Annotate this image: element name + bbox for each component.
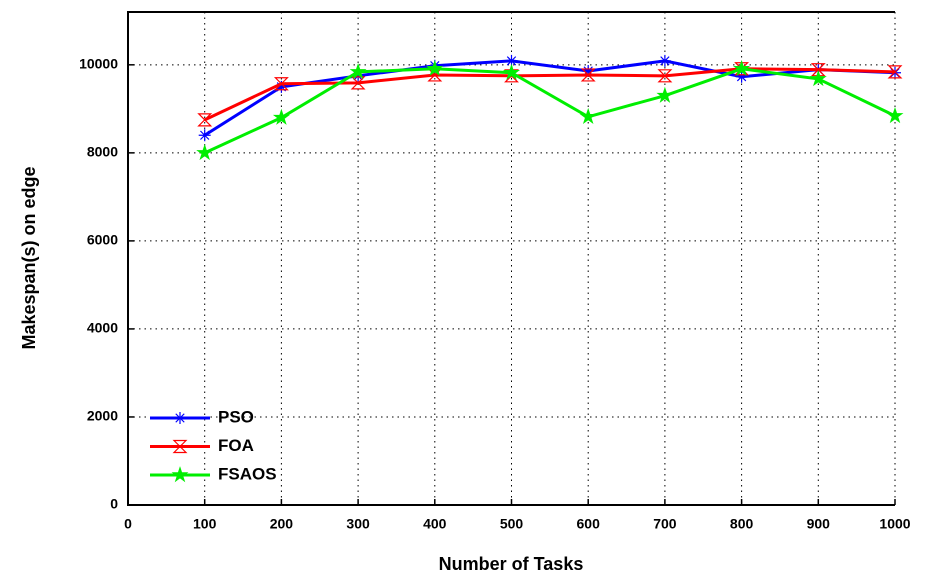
x-tick-label: 900 [807, 516, 831, 532]
point-marker [887, 65, 903, 79]
series-line [204, 67, 896, 122]
point-marker [273, 77, 289, 91]
point-marker [582, 64, 595, 77]
x-axis-title: Number of Tasks [439, 554, 584, 574]
point-marker [886, 106, 904, 124]
y-tick-label: 8000 [87, 144, 118, 160]
point-marker [349, 62, 367, 80]
point-marker [810, 63, 826, 77]
legend-text: FOA [218, 436, 254, 455]
x-tick-label: 1000 [879, 516, 910, 532]
x-tick-label: 300 [346, 516, 370, 532]
point-marker [580, 68, 596, 82]
point-marker [889, 66, 901, 79]
legend-text: FSAOS [218, 464, 277, 483]
axis-frame [127, 11, 895, 506]
point-marker [503, 63, 520, 80]
point-marker [579, 107, 597, 124]
point-marker [426, 59, 444, 76]
point-marker [350, 76, 366, 90]
x-tick-label: 400 [423, 516, 447, 532]
point-marker [658, 54, 671, 67]
legend-marker [171, 466, 189, 483]
x-tick-label: 600 [577, 516, 601, 532]
point-marker [275, 80, 288, 93]
point-marker [657, 69, 673, 83]
series-line [204, 67, 896, 155]
y-axis-title: Makespan(s) on edge [19, 166, 39, 349]
y-tick-label: 6000 [87, 232, 118, 248]
y-tick-label: 0 [110, 496, 118, 512]
point-marker [352, 69, 365, 82]
legend-marker [172, 439, 188, 454]
point-marker [505, 54, 518, 67]
x-tick-label: 200 [270, 516, 294, 532]
point-marker [656, 86, 674, 103]
x-tick-label: 500 [500, 516, 524, 532]
point-marker [809, 69, 827, 87]
y-tick-label: 2000 [87, 408, 118, 424]
series-line [203, 59, 896, 137]
x-tick-label: 700 [653, 516, 677, 532]
point-marker [198, 129, 211, 142]
point-marker [272, 108, 290, 125]
x-tick-label: 0 [124, 516, 132, 532]
point-marker [196, 143, 214, 161]
x-tick-label: 100 [193, 516, 217, 532]
point-marker [733, 59, 751, 76]
y-tick-label: 10000 [79, 56, 118, 72]
legend-marker [174, 412, 186, 424]
point-marker [197, 113, 213, 127]
y-tick-label: 4000 [87, 320, 118, 336]
x-tick-label: 800 [730, 516, 754, 532]
point-marker [735, 70, 748, 83]
legend-text: PSO [218, 407, 254, 426]
